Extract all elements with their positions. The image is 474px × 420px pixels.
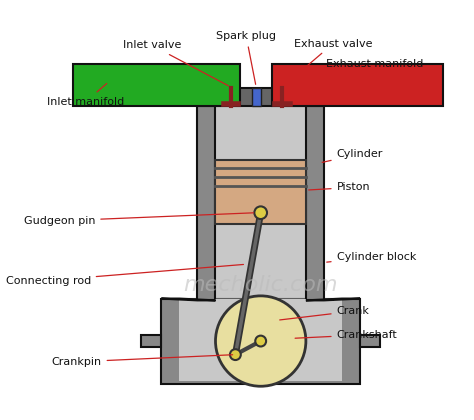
Text: Exhaust valve: Exhaust valve bbox=[284, 39, 372, 85]
Text: Inlet manifold: Inlet manifold bbox=[47, 84, 125, 107]
Bar bbox=[161, 299, 360, 383]
Bar bbox=[197, 88, 324, 106]
Text: Crankpin: Crankpin bbox=[52, 355, 233, 367]
Circle shape bbox=[255, 206, 267, 219]
Bar bbox=[197, 100, 216, 300]
Bar bbox=[141, 335, 161, 347]
Text: Spark plug: Spark plug bbox=[216, 32, 276, 84]
Polygon shape bbox=[179, 299, 342, 300]
Circle shape bbox=[230, 349, 241, 360]
Polygon shape bbox=[161, 299, 216, 300]
Polygon shape bbox=[73, 63, 240, 106]
Bar bbox=[216, 160, 306, 223]
Bar bbox=[179, 299, 342, 381]
Bar bbox=[252, 88, 261, 106]
Text: Crankshaft: Crankshaft bbox=[295, 330, 397, 340]
Text: Cylinder block: Cylinder block bbox=[327, 252, 416, 262]
Text: Exhaust manifold: Exhaust manifold bbox=[326, 58, 423, 78]
Polygon shape bbox=[272, 63, 443, 106]
Text: Connecting rod: Connecting rod bbox=[6, 265, 244, 286]
Text: Cylinder: Cylinder bbox=[322, 149, 383, 163]
Text: Crank: Crank bbox=[280, 306, 370, 320]
Bar bbox=[216, 100, 306, 300]
Bar bbox=[360, 335, 380, 347]
Text: Inlet valve: Inlet valve bbox=[123, 40, 228, 86]
Circle shape bbox=[216, 296, 306, 386]
Text: mecholic.com: mecholic.com bbox=[183, 275, 338, 295]
Bar bbox=[306, 100, 324, 300]
Text: Gudgeon pin: Gudgeon pin bbox=[24, 213, 254, 226]
Polygon shape bbox=[306, 299, 360, 300]
Circle shape bbox=[255, 336, 266, 346]
Text: Piston: Piston bbox=[309, 182, 370, 192]
